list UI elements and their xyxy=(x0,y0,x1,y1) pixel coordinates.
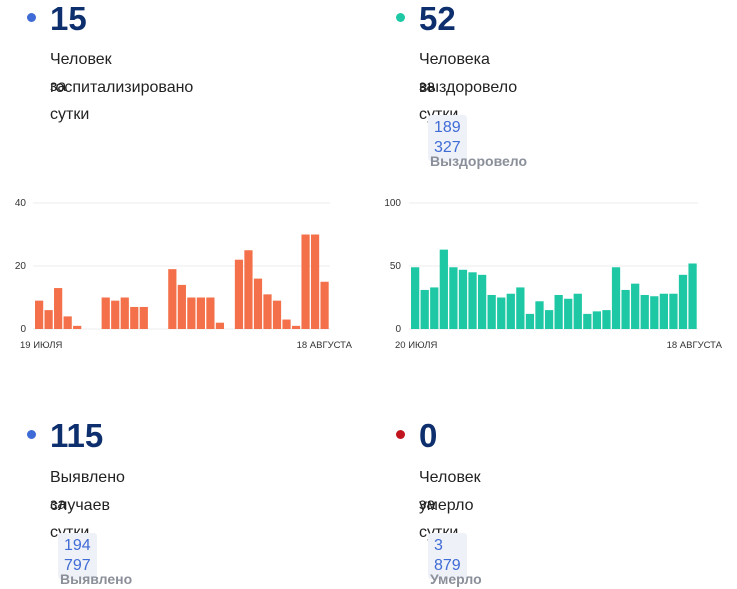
deaths-total-badge: 3 879 xyxy=(428,533,467,579)
hospitalized-label-2: за сутки xyxy=(50,78,90,123)
hospitalized-bar xyxy=(168,269,177,329)
hospitalized-bar xyxy=(282,319,291,329)
hospitalized-x-start-label: 19 ИЮЛЯ xyxy=(20,340,62,351)
recovered-dot xyxy=(396,13,405,22)
recovered-bar xyxy=(573,293,582,329)
hospitalized-value: 15 xyxy=(50,0,87,37)
hospitalized-bar xyxy=(320,281,329,329)
recovered-bar xyxy=(631,283,640,329)
recovered-bar xyxy=(544,310,554,329)
detected-total-label: Выявлено xyxy=(60,571,133,587)
recovered-bar xyxy=(659,293,668,329)
deaths-label-1: Человек умерло xyxy=(419,469,481,514)
recovered-bar xyxy=(468,272,477,329)
detected-label-1: Выявлено случаев xyxy=(50,469,125,514)
recovered-x-end-label: 18 АВГУСТА xyxy=(667,340,723,351)
hospitalized-label-1: Человек госпитализировано xyxy=(50,51,194,96)
hospitalized-bar xyxy=(234,259,244,329)
recovered-bar xyxy=(688,263,697,329)
detected-total-badge: 194 797 xyxy=(58,533,97,579)
hospitalized-bar xyxy=(301,234,310,329)
deaths-dot xyxy=(396,430,405,439)
hospitalized-bar xyxy=(244,250,253,329)
hospitalized-bar xyxy=(215,322,225,329)
recovered-bar xyxy=(602,310,611,329)
hospitalized-bar xyxy=(187,297,196,329)
recovered-bar xyxy=(640,294,649,329)
recovered-bar xyxy=(650,296,659,329)
detected-value: 115 xyxy=(50,417,104,454)
hospitalized-ytick-label: 40 xyxy=(15,198,27,209)
hospitalized-bar xyxy=(44,310,53,329)
hospitalized-dot xyxy=(27,13,36,22)
recovered-x-start-label: 20 ИЮЛЯ xyxy=(395,340,437,351)
deaths-value: 0 xyxy=(419,417,438,454)
hospitalized-bar xyxy=(253,278,263,329)
recovered-bar xyxy=(611,267,621,329)
recovered-bar xyxy=(669,293,678,329)
recovered-bar xyxy=(497,297,506,329)
hospitalized-bar xyxy=(54,288,63,329)
hospitalized-ytick-label: 0 xyxy=(20,324,26,335)
hospitalized-bar xyxy=(101,297,110,329)
hospitalized-bar-chart: 0 20 40 19 ИЮЛЯ 18 АВГУСТА xyxy=(15,198,353,351)
recovered-bar xyxy=(583,313,592,329)
recovered-bar xyxy=(477,274,487,329)
hospitalized-bar xyxy=(120,297,129,329)
deaths-total-label: Умерло xyxy=(430,571,482,587)
hospitalized-x-end-label: 18 АВГУСТА xyxy=(297,340,353,351)
recovered-bar xyxy=(678,274,688,329)
recovered-bar xyxy=(516,287,525,329)
recovered-bar xyxy=(535,301,544,329)
recovered-bar xyxy=(449,267,458,329)
recovered-total-badge: 189 327 xyxy=(428,115,467,161)
recovered-value: 52 xyxy=(419,0,456,37)
hospitalized-bar xyxy=(206,297,215,329)
hospitalized-bar xyxy=(310,234,320,329)
hospitalized-bar xyxy=(130,306,139,329)
recovered-bar-chart: 0 50 100 20 ИЮЛЯ 18 АВГУСТА xyxy=(384,198,723,351)
hospitalized-bar xyxy=(263,294,272,329)
hospitalized-ytick-label: 20 xyxy=(15,261,27,272)
recovered-total-label: Выздоровело xyxy=(430,153,528,169)
recovered-bar xyxy=(458,269,468,329)
recovered-bar xyxy=(439,249,448,329)
recovered-bar xyxy=(621,289,630,329)
recovered-bar xyxy=(411,267,420,329)
hospitalized-bar xyxy=(196,297,205,329)
hospitalized-bar xyxy=(111,300,120,329)
recovered-ytick-label: 0 xyxy=(395,324,401,335)
recovered-bar xyxy=(420,289,429,329)
recovered-bar xyxy=(592,311,602,329)
hospitalized-bar xyxy=(63,316,72,329)
hospitalized-bar xyxy=(73,325,82,329)
recovered-bar xyxy=(554,294,563,329)
recovered-bar xyxy=(487,294,496,329)
hospitalized-bar xyxy=(177,284,186,329)
recovered-bar xyxy=(506,293,515,329)
hospitalized-bar xyxy=(291,325,301,329)
hospitalized-bar xyxy=(35,300,44,329)
recovered-bar xyxy=(430,287,439,329)
hospitalized-bar xyxy=(272,300,282,329)
recovered-ytick-label: 50 xyxy=(390,261,402,272)
recovered-label-1: Человека выздоровело xyxy=(419,51,518,96)
recovered-bar xyxy=(525,313,535,329)
recovered-bar xyxy=(564,298,573,329)
recovered-ytick-label: 100 xyxy=(384,198,401,209)
detected-dot xyxy=(27,430,36,439)
hospitalized-bar xyxy=(139,306,148,329)
